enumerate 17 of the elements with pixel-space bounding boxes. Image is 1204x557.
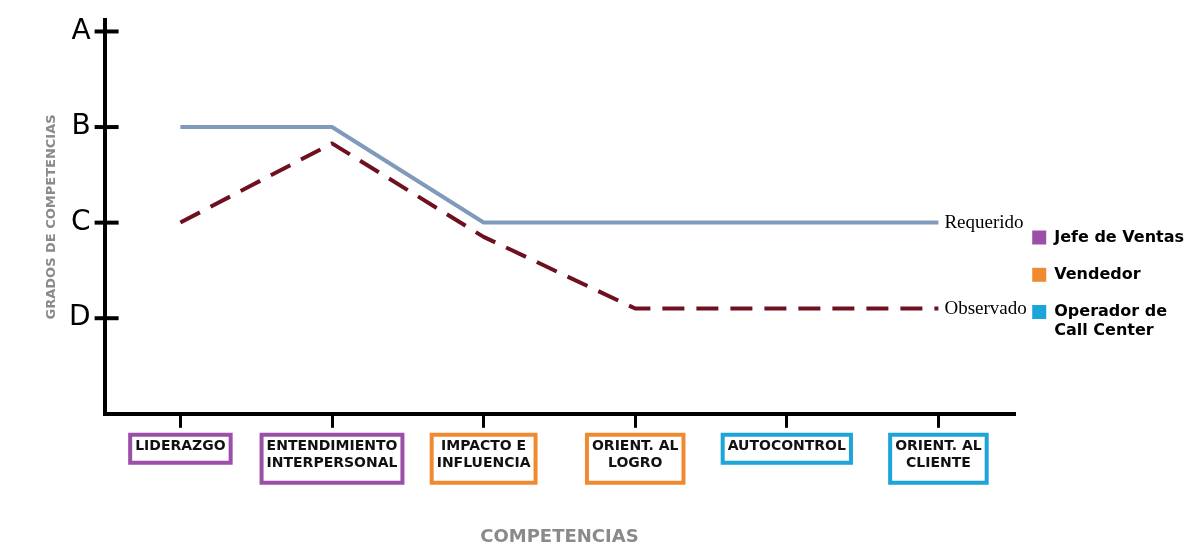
x-tick-label: LIDERAZGO [135, 436, 226, 453]
x-tick-label: ORIENT. AL CLIENTE [895, 436, 982, 470]
text: A [71, 12, 91, 46]
y-axis-title: GRADOS DE COMPETENCIAS [43, 114, 59, 320]
legend-label: Vendedor [1054, 263, 1141, 283]
x-tick-label: ENTENDIMIENTO INTERPERSONAL [266, 436, 398, 470]
legend-label: Jefe de Ventas [1053, 226, 1184, 246]
x-tick-label: AUTOCONTROL [727, 436, 847, 453]
x-axis-title: COMPETENCIAS [480, 524, 639, 546]
text: D [69, 299, 91, 333]
x-tick-label: IMPACTO E INFLUENCIA [436, 436, 531, 470]
x-tick-label: ORIENT. AL LOGRO [591, 436, 679, 470]
text: B [71, 108, 91, 142]
text: C [71, 203, 91, 237]
series-label: Observado [944, 296, 1027, 318]
series-label: Requerido [944, 210, 1024, 232]
legend-label: Operador de Call Center [1054, 301, 1168, 340]
